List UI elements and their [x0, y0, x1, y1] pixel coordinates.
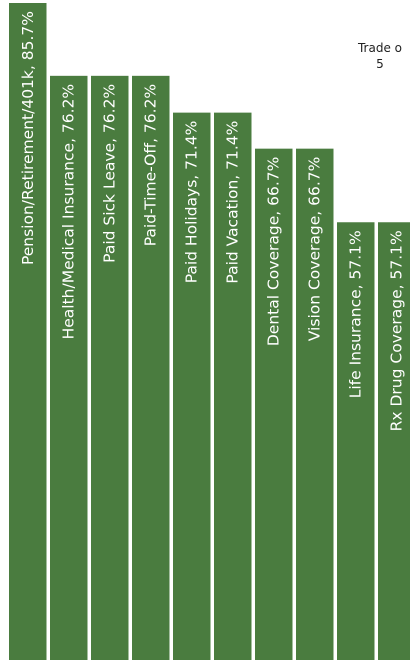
- bar-label-4: Paid-Time-Off, 76.2%: [142, 84, 160, 246]
- bar-label-3: Paid Sick Leave, 76.2%: [101, 84, 119, 263]
- bar-7: [255, 148, 293, 660]
- chart-note: Trade o 5: [310, 40, 410, 72]
- bar-label-2: Health/Medical Insurance, 76.2%: [60, 84, 78, 340]
- bar-label-5: Paid Holidays, 71.4%: [183, 121, 201, 284]
- bar-label-1: Pension/Retirement/401k, 85.7%: [19, 11, 37, 265]
- chart-note-line-1: Trade o: [357, 41, 402, 55]
- bar-label-7: Dental Coverage, 66.7%: [265, 157, 283, 346]
- bar-9: [337, 222, 375, 660]
- bar-label-6: Paid Vacation, 71.4%: [224, 121, 242, 284]
- bar-label-9: Life Insurance, 57.1%: [347, 230, 365, 398]
- bar-label-10: Rx Drug Coverage, 57.1%: [388, 230, 406, 431]
- bar-6: [214, 112, 252, 661]
- chart-note-line-2: 5: [376, 57, 384, 71]
- bar-8: [296, 148, 334, 660]
- bar-4: [132, 75, 170, 660]
- bar-1: [9, 3, 47, 660]
- bar-5: [173, 112, 211, 661]
- bar-3: [91, 75, 129, 660]
- bar-10: [378, 222, 410, 660]
- bar-label-8: Vision Coverage, 66.7%: [306, 157, 324, 342]
- bar-2: [50, 75, 88, 660]
